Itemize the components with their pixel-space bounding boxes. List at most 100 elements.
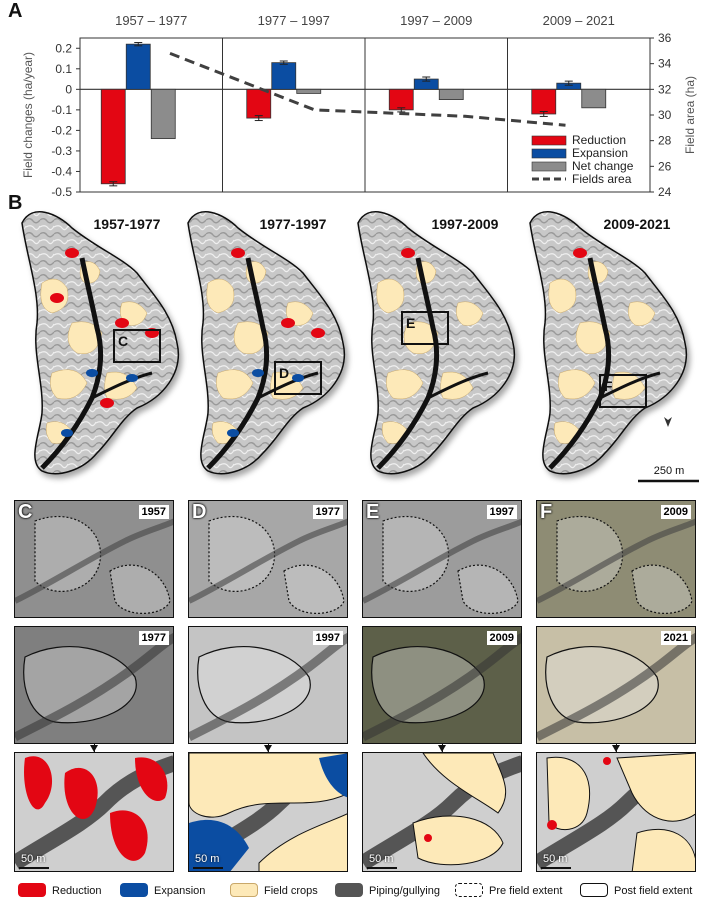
field-changes-chart: 0.2 0.1 0 -0.1 -0.2 -0.3 -0.4 -0.5 36 34 32 30 28 26 2… (21, 13, 697, 199)
field-crop (216, 369, 254, 400)
year-badge: 1977 (138, 631, 169, 645)
pre-field-outline (283, 564, 345, 614)
map-title-2: 1977-1997 (259, 216, 327, 232)
field-crop-area (258, 813, 347, 871)
reduction-patch (65, 248, 79, 258)
legend-swatch (580, 883, 608, 897)
inset-box-c (113, 329, 161, 363)
inset-f-pre: F 2009 (536, 500, 696, 618)
left-tick-label: 0 (65, 82, 72, 96)
field-crop-area (422, 753, 507, 814)
gully-texture (15, 518, 173, 604)
legend-label: Reduction (52, 885, 102, 897)
bar-expansion (125, 43, 151, 90)
gully-network (376, 257, 440, 470)
left-tick-label: -0.4 (51, 164, 72, 178)
reduction-area (64, 767, 98, 820)
bar-reduction (531, 88, 557, 115)
inset-e-change: 50 m (362, 752, 522, 872)
field-crop (233, 321, 269, 355)
legend-label: Reduction (572, 133, 626, 147)
year-badge: 1977 (312, 505, 343, 519)
right-axis-label: Field area (ha) (683, 76, 697, 154)
legend-swatch (455, 883, 483, 897)
reduction-patch (100, 398, 114, 408)
right-tick-label: 30 (658, 108, 672, 122)
left-tick-label: -0.1 (51, 103, 72, 117)
reduction-area (110, 810, 148, 861)
inset-box-d (274, 361, 322, 395)
reduction-area (135, 757, 168, 802)
pre-field-outline (109, 564, 171, 614)
expansion-patch (227, 429, 239, 437)
reduction-patch (231, 248, 245, 258)
field-crop-area (189, 753, 347, 818)
inset-d-pre: D 1977 (188, 500, 348, 618)
year-badge: 1997 (312, 631, 343, 645)
left-tick-label: -0.2 (51, 123, 72, 137)
legend-label: Expansion (154, 885, 206, 897)
pre-field-outline (457, 564, 519, 614)
expansion-area (319, 753, 347, 798)
bar-reduction (246, 88, 272, 119)
year-badge: 2009 (486, 631, 517, 645)
down-arrow-icon (612, 745, 620, 752)
legend-swatch (335, 883, 363, 897)
inset-scale-bar (19, 867, 49, 869)
gully-texture (189, 518, 347, 604)
expansion-patch (126, 374, 138, 382)
legend-swatch (531, 161, 567, 172)
legend-swatch (531, 148, 567, 159)
legend-label: Post field extent (614, 885, 693, 897)
legend-swatch (531, 135, 567, 146)
legend-label: Fields area (572, 172, 632, 186)
inset-c-pre: C 1957 (14, 500, 174, 618)
map-title-4: 2009-2021 (603, 216, 671, 232)
field-crop (575, 321, 611, 355)
inset-letter: E (366, 501, 380, 523)
pre-field-outline (34, 515, 102, 592)
gully-texture (537, 518, 695, 604)
inset-f-post: 2021 (536, 626, 696, 744)
pre-field-outline (208, 515, 276, 592)
gully-branch (257, 371, 319, 400)
gully-branch (427, 371, 489, 400)
fields-area-line (169, 52, 566, 127)
pre-field-outline (382, 515, 450, 592)
post-field-outline (197, 646, 311, 724)
inset-scale-label: 50 m (543, 853, 568, 865)
reduction-area (424, 834, 432, 842)
legend-swatch (120, 883, 148, 897)
reduction-area (547, 820, 557, 830)
catchment-maps: C D E F 250 m (21, 211, 699, 483)
reduction-patch (311, 328, 325, 338)
north-arrow-icon (664, 417, 672, 427)
post-field-outline (23, 646, 137, 724)
left-tick-label: -0.5 (51, 185, 72, 199)
expansion-patch (252, 369, 264, 377)
field-crop (206, 278, 235, 314)
right-tick-label: 32 (658, 82, 672, 96)
catchment-map-2 (187, 211, 346, 475)
inset-box-e (401, 311, 449, 345)
inset-box-f (599, 374, 647, 408)
post-field-outline (545, 646, 659, 724)
field-crop (456, 301, 484, 326)
field-crop-area (546, 756, 591, 831)
down-arrow-icon (264, 745, 272, 752)
period-label: 2009 – 2021 (543, 13, 615, 28)
field-crop (67, 321, 103, 355)
right-tick-label: 24 (658, 185, 672, 199)
bar-net-change (581, 88, 607, 109)
right-tick-label: 34 (658, 57, 672, 71)
map-title-1: 1957-1977 (93, 216, 161, 232)
reduction-patch (573, 248, 587, 258)
inset-e-post: 2009 (362, 626, 522, 744)
inset-c-change: 50 m (14, 752, 174, 872)
bar-net-change (296, 88, 322, 94)
left-axis-label: Field changes (ha/year) (21, 52, 35, 178)
inset-box-label: C (118, 333, 128, 349)
right-tick-label: 26 (658, 159, 672, 173)
year-badge: 1957 (138, 505, 169, 519)
inset-scale-bar (367, 867, 397, 869)
